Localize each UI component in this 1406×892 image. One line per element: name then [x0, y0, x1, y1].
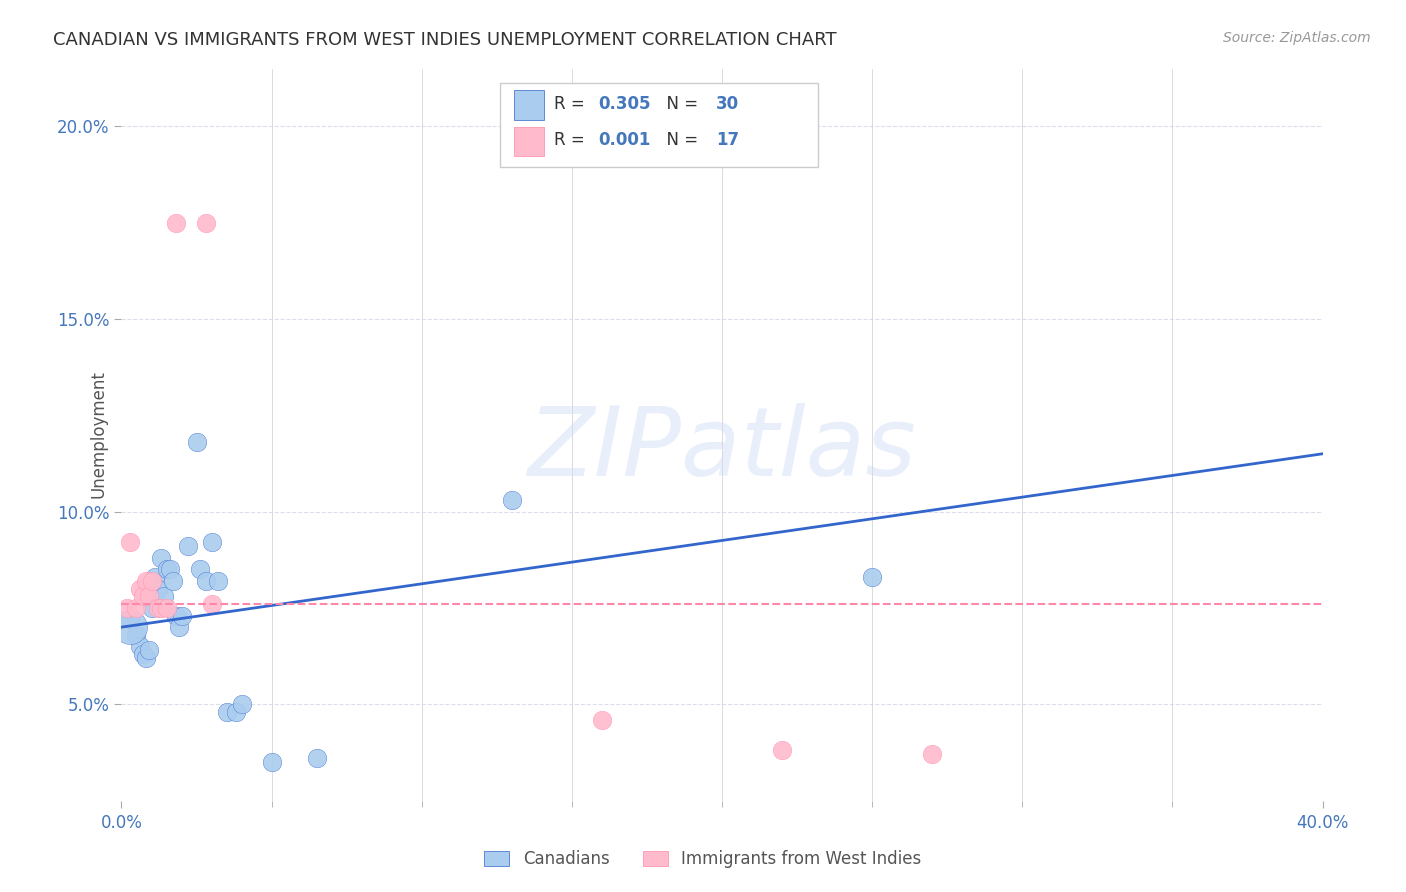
Point: [159, 562, 181, 576]
Point: [138, 590, 160, 604]
Point: [921, 747, 943, 762]
Point: [186, 435, 208, 450]
Point: [165, 608, 187, 623]
Point: [138, 643, 160, 657]
Text: 0.001: 0.001: [599, 131, 651, 149]
Point: [860, 570, 883, 584]
Text: N =: N =: [657, 131, 703, 149]
Point: [200, 597, 222, 611]
Point: [165, 216, 187, 230]
Bar: [515, 90, 544, 120]
Point: [194, 216, 217, 230]
Text: R =: R =: [554, 131, 591, 149]
Point: [305, 751, 328, 765]
Text: R =: R =: [554, 95, 591, 112]
Point: [149, 600, 172, 615]
Text: N =: N =: [657, 95, 703, 112]
Text: Source: ZipAtlas.com: Source: ZipAtlas.com: [1223, 31, 1371, 45]
Point: [152, 590, 174, 604]
Text: 17: 17: [716, 131, 740, 149]
Text: CANADIAN VS IMMIGRANTS FROM WEST INDIES UNEMPLOYMENT CORRELATION CHART: CANADIAN VS IMMIGRANTS FROM WEST INDIES …: [53, 31, 837, 49]
Point: [120, 612, 142, 626]
Point: [141, 574, 163, 588]
Point: [770, 743, 793, 757]
Point: [134, 574, 156, 588]
Point: [188, 562, 211, 576]
Bar: [515, 127, 544, 156]
Point: [200, 535, 222, 549]
Point: [146, 582, 169, 596]
Point: [207, 574, 229, 588]
Point: [125, 600, 148, 615]
Point: [194, 574, 217, 588]
Point: [120, 535, 142, 549]
Point: [162, 574, 184, 588]
Point: [501, 493, 523, 508]
Point: [128, 582, 150, 596]
Point: [155, 600, 177, 615]
Point: [128, 640, 150, 654]
Point: [176, 539, 198, 553]
Point: [260, 755, 283, 769]
Point: [117, 600, 139, 615]
Legend: Canadians, Immigrants from West Indies: Canadians, Immigrants from West Indies: [478, 844, 928, 875]
Text: 30: 30: [716, 95, 740, 112]
Point: [149, 550, 172, 565]
Point: [146, 600, 169, 615]
Point: [134, 651, 156, 665]
Point: [167, 620, 190, 634]
Text: 0.305: 0.305: [599, 95, 651, 112]
Y-axis label: Unemployment: Unemployment: [90, 370, 108, 499]
Point: [120, 620, 142, 634]
Point: [170, 608, 193, 623]
Point: [141, 600, 163, 615]
Point: [131, 647, 153, 661]
Point: [155, 562, 177, 576]
Point: [215, 705, 238, 719]
Bar: [501, 83, 818, 168]
Point: [125, 628, 148, 642]
Point: [591, 713, 613, 727]
Point: [143, 570, 166, 584]
Point: [131, 590, 153, 604]
Text: ZIPatlas: ZIPatlas: [527, 402, 917, 496]
Point: [225, 705, 247, 719]
Point: [231, 697, 253, 711]
